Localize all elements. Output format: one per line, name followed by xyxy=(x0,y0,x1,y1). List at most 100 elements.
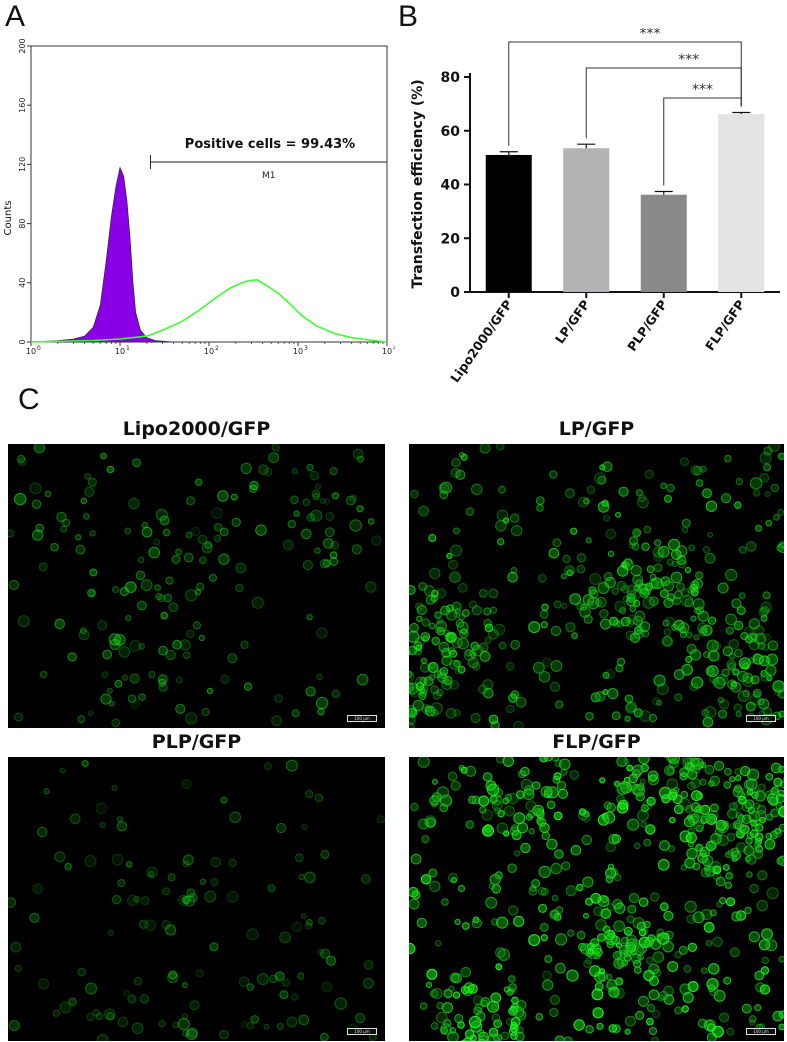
gfp-cell xyxy=(734,501,742,510)
gfp-cell xyxy=(418,692,427,700)
gfp-cell xyxy=(456,621,469,634)
gfp-cell xyxy=(665,757,678,763)
gfp-cell xyxy=(611,587,619,595)
gfp-cell xyxy=(185,1028,198,1041)
gfp-cell xyxy=(555,933,568,946)
gfp-cell xyxy=(700,867,711,878)
gfp-cell xyxy=(777,542,784,554)
gfp-cell xyxy=(430,685,439,695)
gfp-cell xyxy=(508,975,516,983)
gfp-cell xyxy=(125,861,133,868)
gfp-cell xyxy=(766,887,779,900)
bar-y-tick-label: 20 xyxy=(441,231,461,247)
gfp-cell xyxy=(646,1004,656,1013)
gfp-cell xyxy=(495,520,507,532)
gfp-cell xyxy=(628,773,638,784)
gfp-cell xyxy=(612,951,622,960)
gfp-cell xyxy=(640,804,649,813)
gfp-cell xyxy=(470,641,480,651)
gfp-cell xyxy=(489,795,498,804)
x-tick-label: 10 xyxy=(115,347,125,356)
gfp-cell xyxy=(680,864,688,871)
gfp-cell xyxy=(352,448,364,460)
gfp-cell xyxy=(229,811,241,824)
gfp-cell xyxy=(686,847,698,860)
gfp-cell xyxy=(623,954,632,962)
gfp-cell xyxy=(660,482,667,490)
gfp-cell xyxy=(548,547,560,559)
gfp-cell xyxy=(664,765,675,777)
gfp-cell xyxy=(453,659,462,668)
gfp-cell xyxy=(507,571,518,583)
gfp-cell xyxy=(431,987,443,1000)
gfp-cell xyxy=(304,922,313,930)
gfp-cell xyxy=(699,626,708,634)
gfp-cell xyxy=(713,676,726,689)
gfp-cell xyxy=(728,652,736,660)
gfp-cell xyxy=(746,871,753,878)
gfp-cell xyxy=(54,851,66,863)
gfp-cell xyxy=(128,497,140,510)
gfp-cell xyxy=(482,824,494,837)
gfp-cell xyxy=(550,660,563,672)
gfp-cell xyxy=(707,531,714,538)
gfp-cell xyxy=(141,526,153,538)
gfp-cell xyxy=(538,671,551,683)
gfp-cell xyxy=(531,879,541,888)
gfp-cell xyxy=(304,789,314,799)
gfp-cell xyxy=(472,644,484,657)
gfp-cell xyxy=(133,895,141,903)
gfp-cell xyxy=(320,1032,329,1041)
gfp-cell xyxy=(723,781,732,789)
gfp-cell xyxy=(197,534,208,545)
y-tick-label: 0 xyxy=(18,339,27,344)
gfp-cell xyxy=(676,582,685,592)
gfp-cell xyxy=(687,769,698,780)
gfp-cell xyxy=(186,888,196,898)
gfp-cell xyxy=(454,918,461,925)
gfp-cell xyxy=(525,800,537,812)
gfp-cell xyxy=(516,790,525,799)
gfp-cell xyxy=(748,931,760,943)
gfp-cell xyxy=(616,957,627,968)
gfp-cell xyxy=(168,602,179,613)
scale-bar: 100 μm xyxy=(347,715,377,722)
gfp-cell xyxy=(138,919,149,930)
gfp-cell xyxy=(246,983,255,991)
gfp-cell xyxy=(582,876,594,888)
gfp-cell xyxy=(508,905,519,916)
gfp-cell xyxy=(624,694,634,703)
x-tick-exponent: 4 xyxy=(393,345,395,352)
gfp-cell xyxy=(653,563,663,572)
gfp-cell xyxy=(186,496,196,506)
gfp-cell xyxy=(725,872,733,880)
gfp-cell xyxy=(424,705,431,712)
gfp-cell xyxy=(194,588,202,596)
gfp-cell xyxy=(201,542,213,554)
gfp-cell xyxy=(713,760,725,771)
gfp-cell xyxy=(196,582,205,591)
gfp-cell xyxy=(689,682,698,692)
gfp-cell xyxy=(349,494,357,502)
gfp-cell xyxy=(315,696,329,710)
gfp-cell xyxy=(410,802,419,812)
gfp-cell xyxy=(457,884,466,893)
gfp-cell xyxy=(756,900,768,912)
gfp-cell xyxy=(238,976,250,987)
gfp-cell xyxy=(722,646,733,657)
gfp-cell xyxy=(701,967,708,974)
gfp-cell xyxy=(113,634,126,646)
gfp-cell xyxy=(641,542,650,551)
gfp-cell xyxy=(160,611,169,620)
gfp-cell xyxy=(59,1001,72,1014)
gfp-cell xyxy=(199,878,207,885)
gfp-cell xyxy=(447,1031,459,1041)
gfp-cell xyxy=(581,813,591,823)
gfp-cell xyxy=(625,934,637,946)
gfp-cell xyxy=(705,840,716,852)
gfp-cell xyxy=(122,674,129,681)
bar xyxy=(718,114,765,293)
gfp-cell xyxy=(643,838,652,847)
gfp-cell xyxy=(75,534,82,541)
gfp-cell xyxy=(619,607,627,614)
